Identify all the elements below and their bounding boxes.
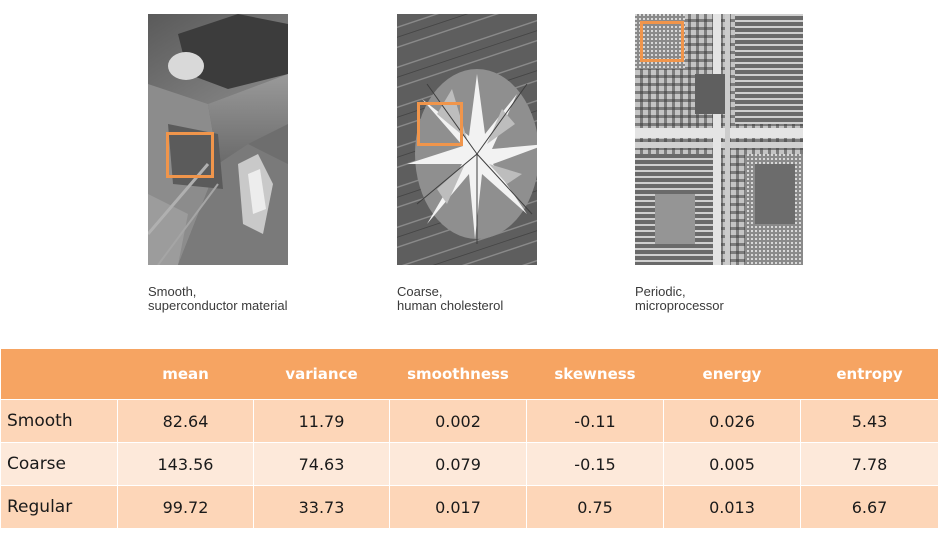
- table-cell: 0.079: [389, 442, 527, 486]
- caption-coarse: Coarse, human cholesterol: [397, 284, 504, 313]
- periodic-texture-image: [635, 14, 803, 265]
- table-cell: 0.013: [663, 485, 801, 529]
- table-cell: 0.002: [389, 399, 527, 443]
- column-header-energy: energy: [663, 349, 801, 400]
- column-header-smoothness: smoothness: [389, 349, 527, 400]
- table-cell: -0.11: [526, 399, 664, 443]
- column-header-skewness: skewness: [526, 349, 664, 400]
- row-label: Coarse: [0, 442, 118, 486]
- table-cell: 0.005: [663, 442, 801, 486]
- table-header-row: mean variance smoothness skewness energy…: [0, 349, 938, 400]
- table-cell: 7.78: [800, 442, 938, 486]
- table-cell: 33.73: [253, 485, 390, 529]
- roi-highlight-box: [166, 132, 214, 178]
- table-cell: 0.017: [389, 485, 527, 529]
- column-header-entropy: entropy: [800, 349, 938, 400]
- column-header-empty: [0, 349, 118, 400]
- table-cell: -0.15: [526, 442, 664, 486]
- table-row: Smooth 82.64 11.79 0.002 -0.11 0.026 5.4…: [0, 399, 938, 443]
- caption-periodic: Periodic, microprocessor: [635, 284, 724, 313]
- table-row: Coarse 143.56 74.63 0.079 -0.15 0.005 7.…: [0, 442, 938, 486]
- table-cell: 143.56: [117, 442, 254, 486]
- table-cell: 5.43: [800, 399, 938, 443]
- column-header-variance: variance: [253, 349, 390, 400]
- table-cell: 82.64: [117, 399, 254, 443]
- table-cell: 0.026: [663, 399, 801, 443]
- table-cell: 6.67: [800, 485, 938, 529]
- table-cell: 11.79: [253, 399, 390, 443]
- roi-highlight-box: [640, 21, 684, 62]
- table-cell: 74.63: [253, 442, 390, 486]
- roi-highlight-box: [417, 102, 463, 146]
- row-label: Regular: [0, 485, 118, 529]
- caption-smooth: Smooth, superconductor material: [148, 284, 288, 313]
- row-label: Smooth: [0, 399, 118, 443]
- table-cell: 99.72: [117, 485, 254, 529]
- smooth-texture-image: [148, 14, 288, 265]
- column-header-mean: mean: [117, 349, 254, 400]
- table-row: Regular 99.72 33.73 0.017 0.75 0.013 6.6…: [0, 485, 938, 529]
- coarse-texture-image: [397, 14, 537, 265]
- table-cell: 0.75: [526, 485, 664, 529]
- texture-statistics-table: mean variance smoothness skewness energy…: [0, 349, 938, 529]
